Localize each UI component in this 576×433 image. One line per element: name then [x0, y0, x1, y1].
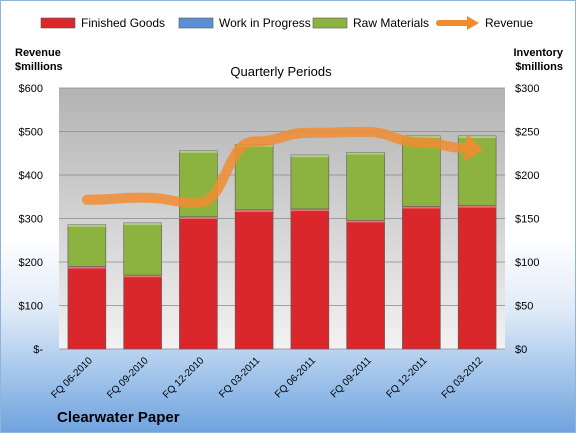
legend-swatch-work-in-progress	[178, 17, 214, 29]
left-tick-label: $100	[19, 301, 43, 313]
left-tick-label: $500	[19, 127, 43, 139]
revenue-line	[81, 126, 471, 208]
bar-highlight	[402, 135, 441, 139]
right-tick-label: $300	[515, 83, 539, 95]
left-tick-label: $300	[19, 214, 43, 226]
bar-raw-materials	[234, 144, 274, 211]
bar-finished-goods	[123, 274, 162, 350]
bar-finished-goods	[290, 208, 330, 350]
right-tick-label: $0	[515, 344, 527, 356]
bar-finished-goods	[346, 219, 385, 350]
bar-highlight	[67, 224, 106, 227]
x-tick-label: FQ 03-2012	[440, 355, 486, 401]
bar-highlight	[290, 208, 329, 212]
revenue-line-group	[81, 126, 484, 208]
left-axis-label-line2: $millions	[15, 61, 63, 73]
bar-raw-materials	[346, 152, 385, 221]
bar-highlight	[346, 220, 385, 223]
bar-highlight	[235, 209, 274, 212]
right-tick-label: $100	[515, 257, 539, 269]
x-tick-label: FQ 09-2011	[329, 355, 374, 400]
company-name: Clearwater Paper	[57, 409, 180, 426]
x-tick-label: FQ 09-2010	[105, 355, 151, 401]
legend-swatch-raw-materials	[312, 17, 348, 29]
legend: Finished Goods Work in Progress Raw Materi…	[40, 16, 533, 30]
left-tick-label: $200	[19, 257, 43, 269]
bar-highlight	[179, 216, 218, 219]
chart-title: Quarterly Periods	[230, 64, 332, 79]
left-tick-label: $-	[33, 344, 43, 356]
revenue-arrowhead	[463, 133, 484, 162]
bar-finished-goods	[234, 209, 274, 350]
bar-highlight	[290, 154, 329, 158]
left-axis-ticks: $- $100 $200 $300 $400 $500 $600	[19, 83, 44, 356]
right-axis-label-line2: $millions	[515, 61, 563, 73]
legend-swatch-finished-goods	[40, 17, 76, 29]
x-axis-ticks: FQ 06-2010 FQ 09-2010 FQ 12-2010 FQ 03-2011…	[49, 355, 485, 401]
bar-highlight	[346, 152, 385, 155]
legend-label-raw-materials: Raw Materials	[353, 16, 429, 30]
legend-label-revenue: Revenue	[485, 16, 533, 30]
x-tick-label: FQ 06-2011	[273, 355, 318, 400]
bar-raw-materials	[123, 222, 162, 276]
left-tick-label: $600	[19, 83, 43, 95]
left-axis-label-line1: Revenue	[15, 47, 61, 59]
bar-finished-goods	[402, 206, 441, 350]
right-axis-label-line1: Inventory	[513, 47, 563, 59]
bar-raw-materials	[290, 154, 330, 210]
right-tick-label: $50	[515, 301, 533, 313]
right-tick-label: $200	[515, 170, 539, 182]
left-tick-label: $400	[19, 170, 43, 182]
bar-highlight	[458, 205, 497, 208]
legend-swatch-arrow	[467, 16, 479, 30]
x-tick-label: FQ 03-2011	[217, 355, 262, 400]
bar-raw-materials	[67, 224, 107, 267]
bar-highlight	[458, 135, 497, 139]
bar-finished-goods	[179, 216, 218, 350]
bar-finished-goods	[457, 205, 497, 350]
legend-label-finished-goods: Finished Goods	[81, 16, 165, 30]
bar-highlight	[67, 266, 106, 269]
x-tick-label: FQ 06-2010	[49, 355, 95, 401]
right-tick-label: $150	[515, 214, 539, 226]
bar-highlight	[402, 206, 441, 209]
bar-finished-goods	[67, 266, 107, 350]
bar-highlight	[123, 222, 162, 226]
x-tick-label: FQ 12-2010	[161, 355, 207, 401]
x-tick-label: FQ 12-2011	[385, 355, 430, 400]
bar-highlight	[123, 275, 162, 278]
right-tick-label: $250	[515, 127, 539, 139]
right-axis-ticks: $0 $50 $100 $150 $200 $250 $300	[515, 83, 539, 356]
legend-label-work-in-progress: Work in Progress	[219, 16, 311, 30]
bar-highlight	[179, 150, 218, 153]
bars	[67, 135, 497, 350]
